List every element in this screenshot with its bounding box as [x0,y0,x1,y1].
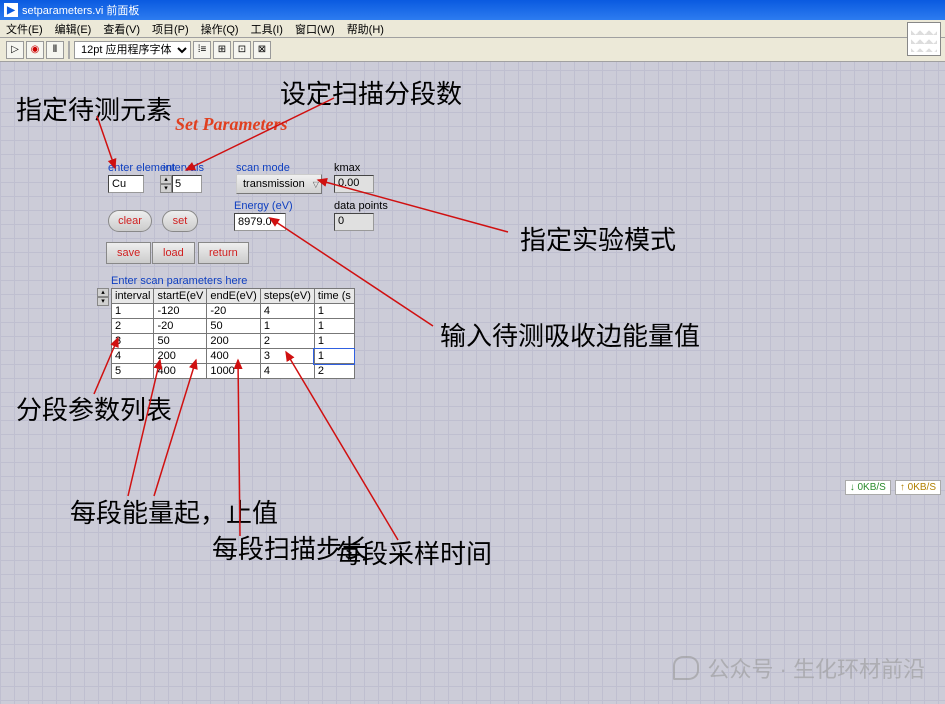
watermark: 公众号 · 生化环材前沿 [673,652,925,684]
dropdown-icon: ▽ [313,180,319,189]
intervals-spin[interactable]: ▴▾ [160,175,202,193]
table-cell[interactable]: 4 [260,304,314,319]
params-table[interactable]: interval startE(eV endE(eV) steps(eV) ti… [111,288,355,379]
window-title: setparameters.vi 前面板 [22,2,139,18]
anno-element: 指定待测元素 [16,90,172,127]
anno-mode: 指定实验模式 [520,220,676,257]
menu-help[interactable]: 帮助(H) [341,21,390,37]
table-index-spin[interactable]: ▴▾ [97,288,109,306]
pause-button[interactable]: Ⅱ [46,41,64,59]
table-title: Enter scan parameters here [111,275,247,287]
set-button[interactable]: set [162,210,198,232]
scan-mode-label: scan mode [236,162,290,174]
table-cell[interactable]: 50 [207,319,260,334]
table-cell[interactable]: 1 [314,304,354,319]
th-starte: startE(eV [154,289,207,304]
table-cell[interactable]: 2 [112,319,154,334]
run-button[interactable]: ▷ [6,41,24,59]
th-steps: steps(eV) [260,289,314,304]
datapoints-label: data points [334,200,388,212]
table-cell[interactable]: -120 [154,304,207,319]
intervals-input[interactable] [172,175,202,193]
panel-title: Set Parameters [175,114,288,135]
anno-table: 分段参数列表 [16,390,172,427]
toolbar: ▷ ◉ Ⅱ 12pt 应用程序字体 ⁞≡ ⊞ ⊡ ⊠ [0,38,945,62]
table-cell[interactable]: 3 [260,349,314,364]
anno-intervals: 设定扫描分段数 [280,74,462,111]
table-cell[interactable]: 200 [154,349,207,364]
anno-startend: 每段能量起，止值 [70,498,278,529]
table-cell[interactable]: 4 [112,349,154,364]
table-row[interactable]: 1-120-2041 [112,304,355,319]
abort-button[interactable]: ◉ [26,41,44,59]
scan-mode-select[interactable]: transmission ▽ [236,174,322,194]
params-table-wrap: ▴▾ interval startE(eV endE(eV) steps(eV)… [111,288,355,379]
kmax-value: 0.00 [334,175,374,193]
watermark-text: 公众号 · 生化环材前沿 [707,652,925,684]
table-cell[interactable]: 1 [314,349,354,364]
vi-icon [907,22,941,56]
table-cell[interactable]: 2 [314,364,354,379]
energy-label: Energy (eV) [234,200,293,212]
table-cell[interactable]: 1000 [207,364,260,379]
clear-button[interactable]: clear [108,210,152,232]
spin-down-icon[interactable]: ▾ [160,184,172,193]
labview-icon: ▶ [4,3,18,17]
menu-operate[interactable]: 操作(Q) [195,21,245,37]
th-time: time (s [314,289,354,304]
table-cell[interactable]: 50 [154,334,207,349]
table-row[interactable]: 5400100042 [112,364,355,379]
table-cell[interactable]: 4 [260,364,314,379]
th-interval: interval [112,289,154,304]
datapoints-value: 0 [334,213,374,231]
net-speed-badge: ↓ 0KB/S ↑ 0KB/S [845,480,941,495]
table-cell[interactable]: -20 [207,304,260,319]
menu-file[interactable]: 文件(E) [0,21,49,37]
anno-time: 每段采样时间 [336,534,492,571]
table-cell[interactable]: 1 [260,319,314,334]
wechat-icon [673,656,699,680]
save-button[interactable]: save [106,242,151,264]
menu-tools[interactable]: 工具(I) [245,21,289,37]
font-select[interactable]: 12pt 应用程序字体 [74,41,191,59]
menu-edit[interactable]: 编辑(E) [49,21,98,37]
table-cell[interactable]: 2 [260,334,314,349]
align-button-2[interactable]: ⊞ [213,41,231,59]
table-row[interactable]: 2-205011 [112,319,355,334]
table-cell[interactable]: 400 [207,349,260,364]
table-row[interactable]: 420040031 [112,349,355,364]
menu-project[interactable]: 项目(P) [146,21,195,37]
align-button-4[interactable]: ⊠ [253,41,271,59]
menu-window[interactable]: 窗口(W) [289,21,341,37]
table-row[interactable]: 35020021 [112,334,355,349]
energy-input[interactable] [234,213,286,231]
th-ende: endE(eV) [207,289,260,304]
align-button-3[interactable]: ⊡ [233,41,251,59]
table-cell[interactable]: 200 [207,334,260,349]
enter-element-input[interactable] [108,175,144,193]
table-cell[interactable]: 1 [112,304,154,319]
table-cell[interactable]: -20 [154,319,207,334]
menu-view[interactable]: 查看(V) [97,21,146,37]
align-button-1[interactable]: ⁞≡ [193,41,211,59]
table-cell[interactable]: 3 [112,334,154,349]
table-cell[interactable]: 1 [314,334,354,349]
kmax-label: kmax [334,162,360,174]
anno-energy: 输入待测吸收边能量值 [440,316,700,353]
separator [68,41,70,59]
table-cell[interactable]: 400 [154,364,207,379]
table-cell[interactable]: 5 [112,364,154,379]
spin-up-icon[interactable]: ▴ [160,175,172,184]
load-button[interactable]: load [152,242,195,264]
net-up: ↑ 0KB/S [895,480,941,495]
scan-mode-value: transmission [243,178,305,190]
window-titlebar: ▶ setparameters.vi 前面板 [0,0,945,20]
return-button[interactable]: return [198,242,249,264]
menu-bar: 文件(E) 编辑(E) 查看(V) 项目(P) 操作(Q) 工具(I) 窗口(W… [0,20,945,38]
intervals-label: intervals [163,162,204,174]
table-cell[interactable]: 1 [314,319,354,334]
net-down: ↓ 0KB/S [845,480,891,495]
